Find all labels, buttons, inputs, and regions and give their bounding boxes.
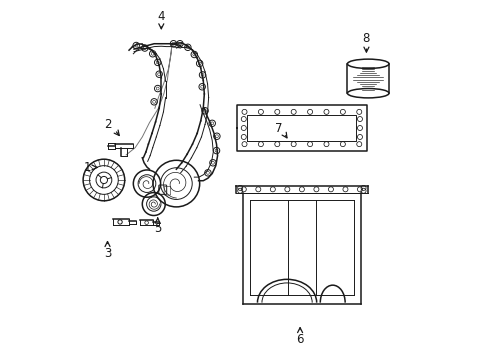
Text: 6: 6 (296, 333, 303, 346)
Text: 4: 4 (157, 10, 165, 23)
Text: 1: 1 (83, 161, 91, 174)
Text: 3: 3 (103, 247, 111, 260)
Text: 7: 7 (274, 122, 282, 135)
Text: 5: 5 (154, 222, 161, 235)
Text: 2: 2 (103, 118, 111, 131)
Text: 8: 8 (362, 32, 369, 45)
